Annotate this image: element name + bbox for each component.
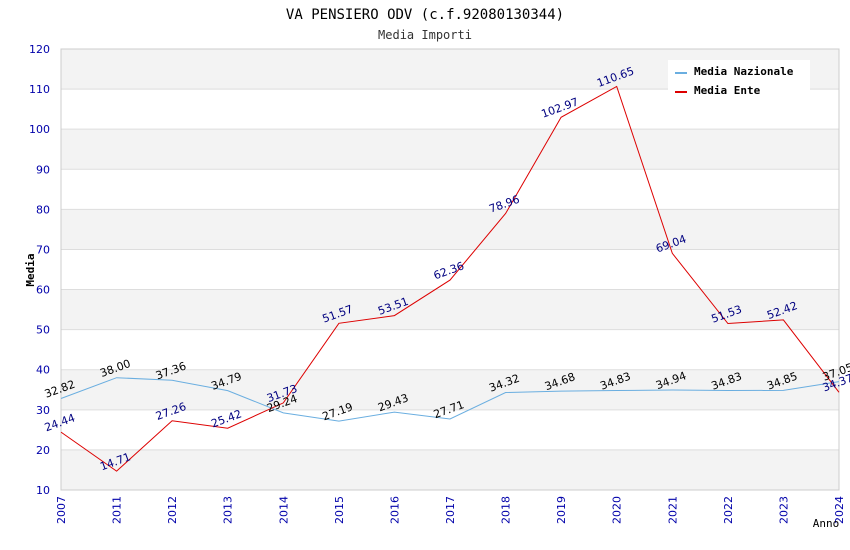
x-tick-label: 2021 (666, 496, 679, 524)
x-tick-label: 2015 (333, 496, 346, 524)
grid-band (61, 449, 839, 490)
x-axis-title: Anno (813, 517, 840, 530)
grid-band (61, 369, 839, 410)
grid-band (61, 409, 839, 450)
series-line-media-ente (60, 85, 840, 472)
x-tick-label: 2018 (500, 496, 513, 524)
grid-band (61, 289, 839, 330)
y-tick-label: 30 (36, 404, 50, 417)
y-tick-label: 70 (36, 243, 50, 256)
x-tick-label: 2011 (111, 496, 124, 524)
x-tick-label: 2013 (222, 496, 235, 524)
y-tick-label: 40 (36, 364, 50, 377)
x-tick-label: 2019 (555, 496, 568, 524)
x-tick-label: 2016 (388, 496, 401, 524)
chart-subtitle: Media Importi (378, 28, 472, 42)
x-tick-label: 2024 (833, 496, 846, 524)
y-tick-label: 110 (29, 83, 50, 96)
x-axis-ticks: 2007 2011 2012 2013 2014 2015 2016 2017 2018 2019… (55, 496, 846, 524)
grid-band (61, 169, 839, 210)
y-axis-ticks: 10 20 30 40 50 60 70 80 90 100 110 120 (29, 43, 50, 497)
y-axis-title: Media (24, 253, 37, 286)
grid-band (61, 249, 839, 290)
series-lines (60, 85, 840, 472)
background-bands (61, 49, 839, 490)
plot-area (60, 48, 840, 491)
x-tick-label: 2022 (722, 496, 735, 524)
grid-band (61, 329, 839, 370)
x-tick-label: 2017 (444, 496, 457, 524)
y-tick-label: 80 (36, 203, 50, 216)
legend-box (668, 60, 810, 102)
y-tick-label: 10 (36, 484, 50, 497)
legend-label-media-ente: Media Ente (694, 84, 761, 97)
grid-band (61, 129, 839, 170)
series-line-media-nazionale (60, 377, 840, 422)
y-tick-label: 60 (36, 284, 50, 297)
legend-label-media-nazionale: Media Nazionale (694, 65, 794, 78)
y-tick-label: 90 (36, 163, 50, 176)
y-tick-label: 120 (29, 43, 50, 56)
x-tick-label: 2020 (611, 496, 624, 524)
x-tick-label: 2007 (55, 496, 68, 524)
chart-title: VA PENSIERO ODV (c.f.92080130344) (286, 7, 564, 23)
grid-band (61, 209, 839, 250)
y-tick-label: 20 (36, 444, 50, 457)
y-tick-label: 50 (36, 324, 50, 337)
x-tick-label: 2012 (166, 496, 179, 524)
y-tick-label: 100 (29, 123, 50, 136)
legend: Media Nazionale Media Ente (668, 60, 810, 102)
x-tick-label: 2023 (777, 496, 790, 524)
x-tick-label: 2014 (277, 496, 290, 524)
